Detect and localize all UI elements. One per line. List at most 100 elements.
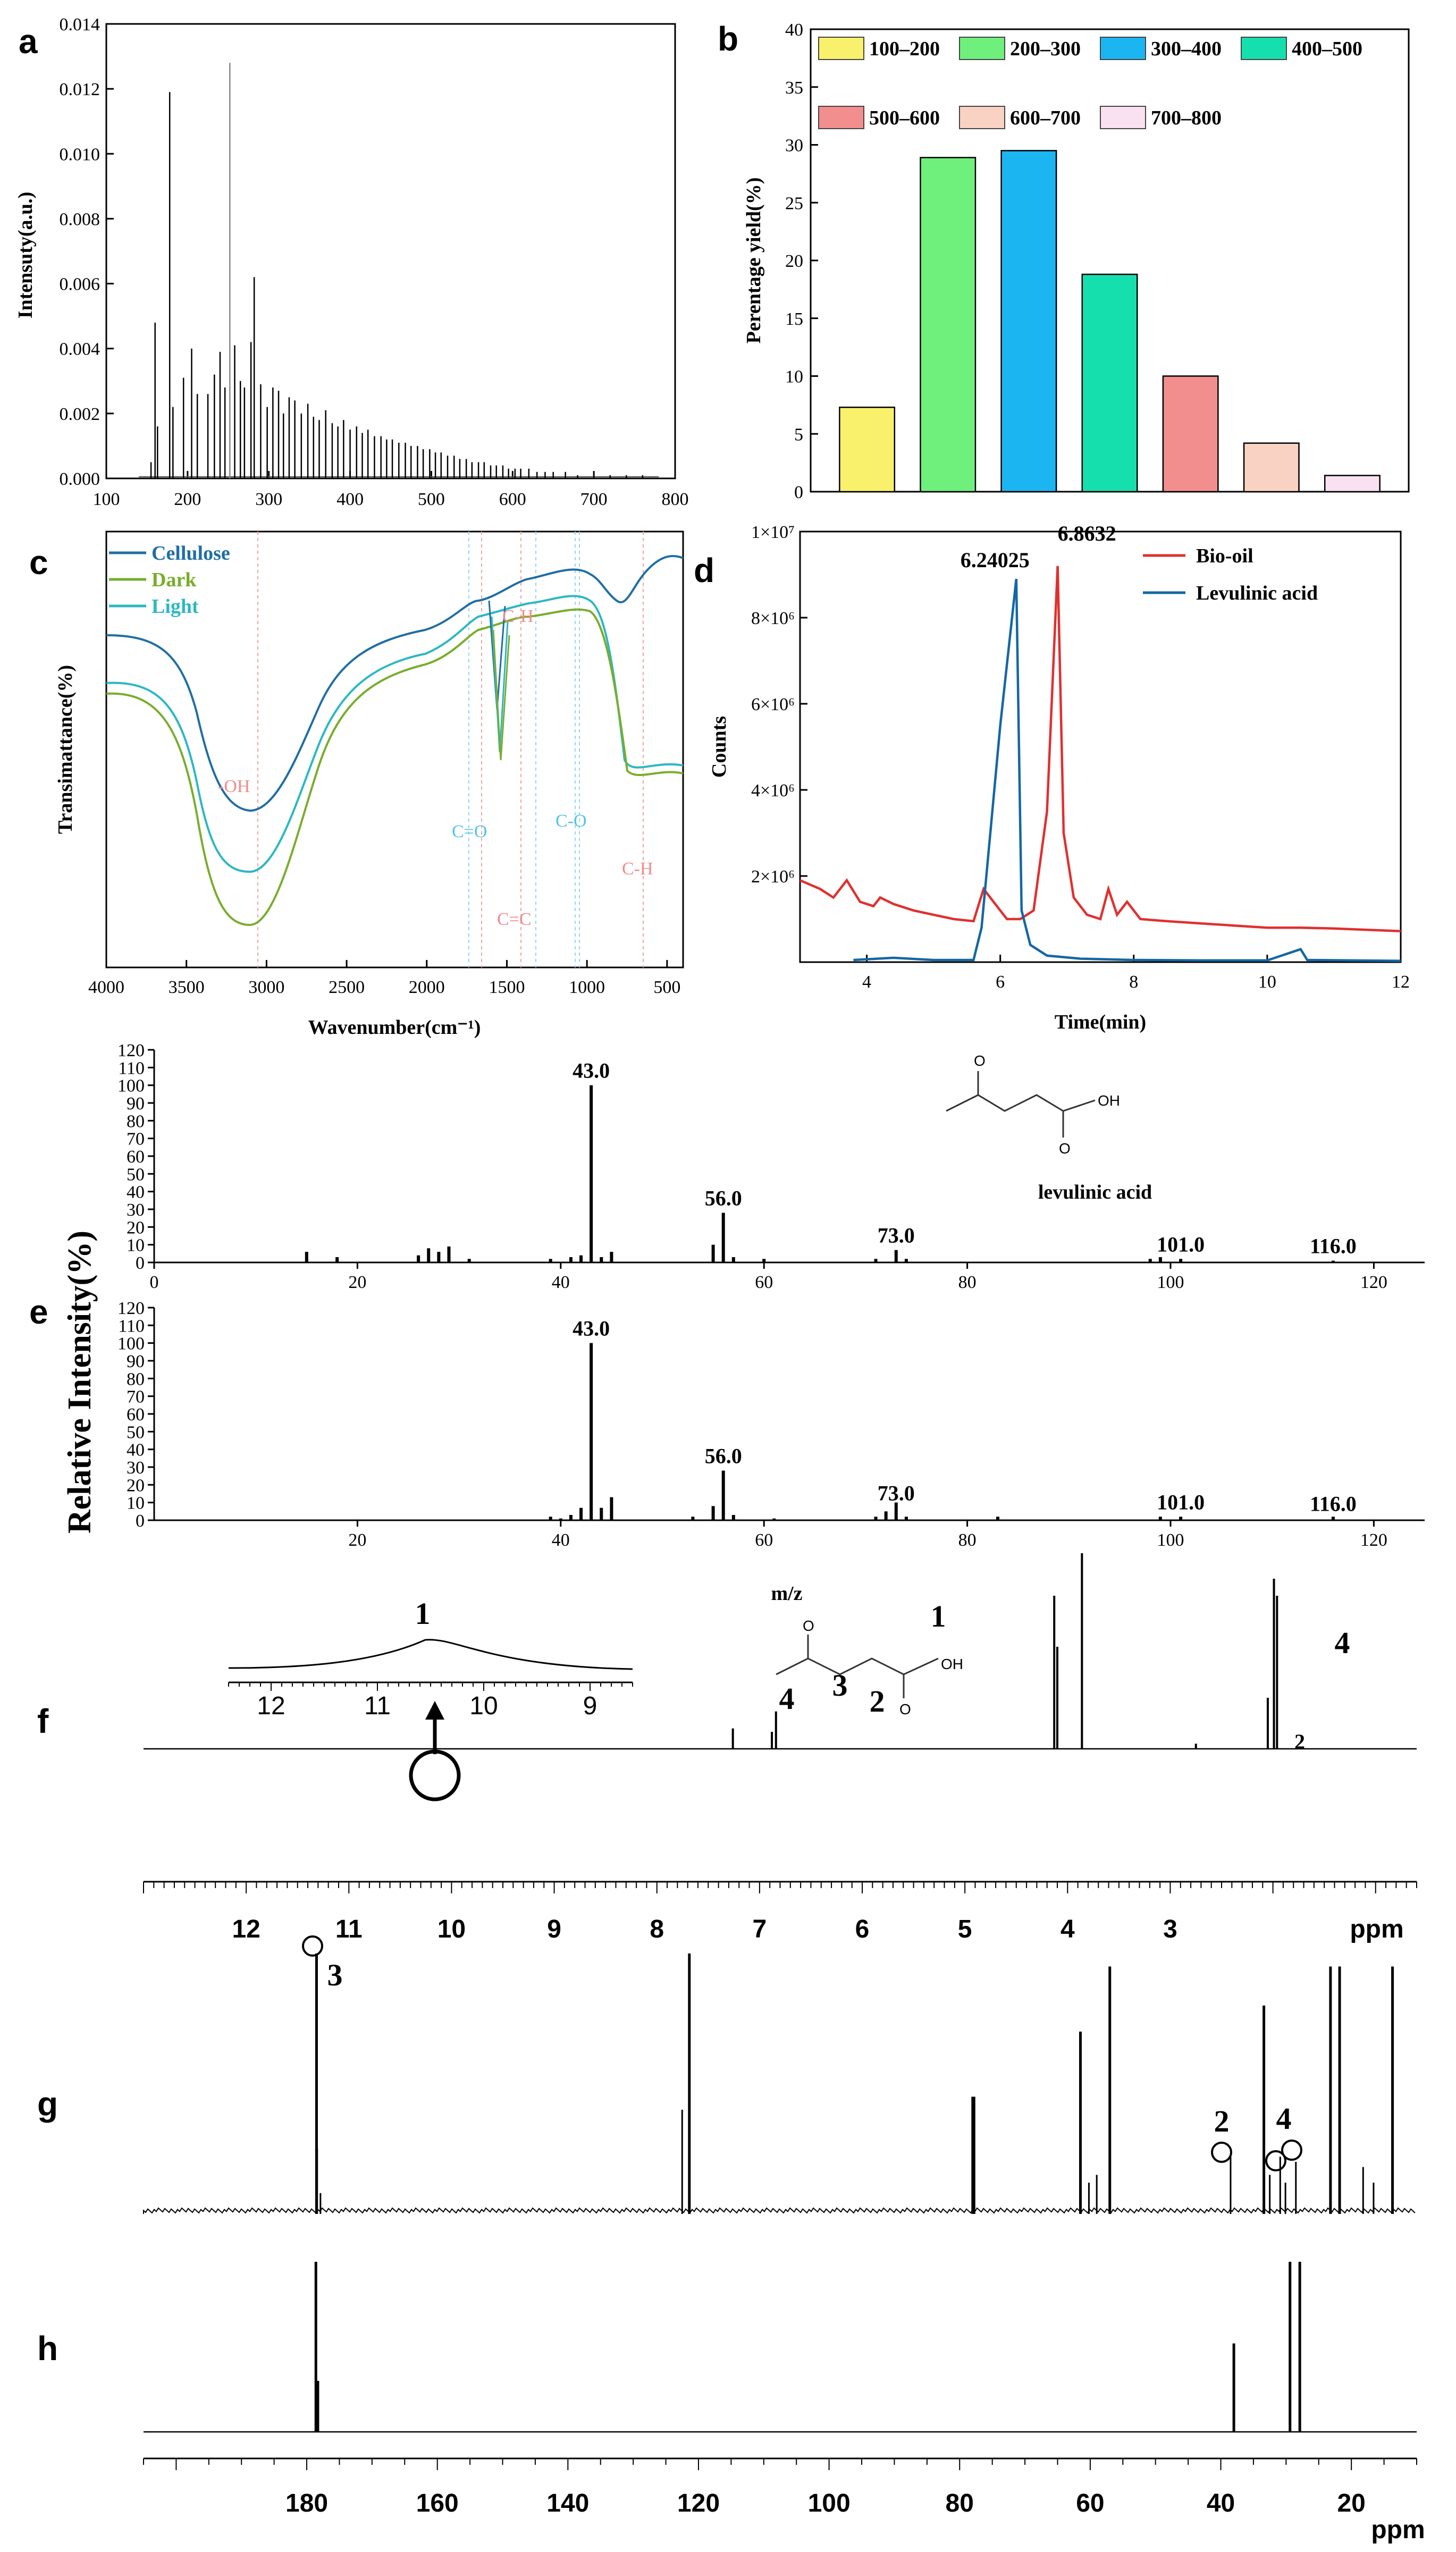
panel-h-xtick-label: 180 [285, 2489, 328, 2517]
panel-label-a: a [19, 22, 38, 61]
series-light-line [106, 595, 684, 873]
panel-a-xtick-label: 400 [336, 490, 364, 509]
panel-d-ytick-label: 8×10⁶ [751, 609, 795, 628]
panel-gh-ticks: 180 160 140 120 100 80 60 40 20 [143, 2457, 1417, 2517]
legend-label-700–800: 700–800 [1151, 107, 1222, 129]
legend-label-300–400: 300–400 [1151, 38, 1222, 60]
panel-b-ytick-label: 25 [785, 193, 803, 213]
structure-f-label-4: 4 [779, 1681, 795, 1716]
panel-a-peaks [139, 63, 659, 478]
panel-c-annotation: C-H [502, 607, 534, 626]
peak-time-biooil: 6.8632 [1058, 521, 1116, 545]
panel-d-xlabel: Time(min) [1055, 1011, 1146, 1033]
legend-label-500–600: 500–600 [869, 107, 940, 129]
compound-name: levulinic acid [1038, 1181, 1152, 1203]
panel-h-xtick-label: 40 [1207, 2489, 1235, 2517]
panel-e-top-xtick-label: 120 [1360, 1273, 1387, 1292]
panel-e-top-xtick-label: 0 [150, 1273, 159, 1292]
panel-e-top-ytick-label: 60 [127, 1147, 145, 1167]
panel-a-xtick-label: 300 [255, 490, 282, 509]
panel-a-xtick-label: 700 [580, 490, 608, 509]
panel-h-xtick-label: 160 [416, 2489, 459, 2517]
panel-d-ticks: 4 6 8 10 12 2×10⁶ 4×10⁶ 6×10⁶ 8×10⁶ 1×10⁷ [751, 523, 1410, 992]
peak-label-g-2: 2 [1214, 2104, 1230, 2138]
panel-c-annotations: -OH C-H C=O C=C C-O C-H [218, 607, 653, 929]
panel-a-ytick-label: 0.010 [60, 145, 100, 164]
panel-h-xtick-label: 60 [1076, 2489, 1104, 2517]
panel-f-xtick-label: 8 [650, 1915, 664, 1943]
panel-b-ylabel: Perentage yield(%) [743, 178, 765, 344]
panel-c-xtick-label: 3000 [248, 978, 284, 997]
panel-f-xlabel: ppm [1350, 1915, 1403, 1943]
panel-d-xtick-label: 8 [1129, 972, 1138, 992]
panel-d-xtick-label: 10 [1258, 972, 1276, 992]
panel-c-legend: Cellulose Dark Light [109, 542, 230, 618]
panel-a-xtick-label: 600 [499, 490, 526, 509]
panel-c-annotation: -OH [218, 777, 250, 796]
panel-c-xtick-label: 2500 [329, 978, 365, 997]
peak-marker-2 [1211, 2142, 1232, 2163]
panel-c-annotation: C=C [497, 909, 532, 929]
panel-e-top-ytick-label: 70 [127, 1130, 145, 1149]
levulinic-acid-structure [946, 1071, 1096, 1138]
legend-swatch-400–500 [1241, 37, 1287, 60]
series-Bio-oil-line [799, 566, 1401, 932]
panel-label-b: b [718, 20, 738, 58]
panel-label-d: d [694, 551, 714, 589]
panel-d-ytick-label: 1×10⁷ [751, 523, 795, 542]
panel-a-ytick-label: 0.004 [60, 340, 100, 359]
panel-e-bottom-xtick-label: 120 [1360, 1530, 1387, 1550]
panel-e-top-ytick-label: 110 [118, 1058, 145, 1078]
panel-h-spectrum [144, 2262, 1417, 2433]
panel-d-ytick-label: 2×10⁶ [751, 867, 795, 887]
panel-b-bar-600–700 [1243, 442, 1300, 493]
panel-e-top-ytick-label: 10 [127, 1236, 145, 1256]
peak-marker-4a [1265, 2150, 1286, 2171]
panel-e-bottom-xtick-label: 40 [552, 1530, 570, 1550]
legend-label-200–300: 200–300 [1010, 38, 1081, 60]
series-dark-line [106, 608, 684, 927]
legend-swatch-600–700 [959, 106, 1005, 129]
panel-a-xtick-label: 800 [662, 490, 689, 509]
legend-swatch-200–300 [959, 37, 1005, 60]
inset-peak-label-1: 1 [415, 1596, 431, 1631]
peak-time-levulinic: 6.24025 [961, 548, 1030, 572]
panel-c-chart: 4000 3500 3000 2500 2000 1500 1000 500 Cellulos… [54, 530, 684, 1039]
panel-c-annotation: C=O [452, 822, 487, 841]
structure-f-label-1: 1 [931, 1599, 946, 1633]
panel-a-ytick-label: 0.008 [60, 209, 100, 229]
panel-c-annotation: C-H [622, 859, 653, 879]
series-Levulinic acid-line [853, 578, 1401, 962]
panel-b-bar-200–300 [920, 157, 977, 493]
panel-label-c: c [29, 543, 48, 582]
legend-label-Cellulose: Cellulose [152, 542, 230, 565]
panel-e-bottom-ytick-label: 40 [127, 1441, 145, 1460]
panel-d-xtick-label: 6 [996, 972, 1005, 992]
panel-b-bar-400–500 [1081, 273, 1138, 493]
peak-label-2: 2 [1294, 1730, 1305, 1754]
panel-label-f: f [37, 1702, 49, 1740]
panel-c-xlabel: Wavenumber(cm⁻¹) [308, 1016, 481, 1039]
panel-b-ytick-label: 20 [785, 251, 803, 271]
panel-b-bar-300–400 [1000, 150, 1057, 493]
panel-a-xtick-label: 100 [93, 490, 120, 509]
panel-e-bottom-ytick-label: 0 [136, 1511, 145, 1531]
panel-h-xtick-label: 120 [677, 2489, 720, 2517]
panel-a-ytick-label: 0.014 [60, 15, 100, 35]
panel-e-bottom-xtick-label: 60 [755, 1530, 773, 1550]
structure-f-oh: OH [941, 1656, 963, 1672]
panel-a-ytick-label: 0.012 [60, 80, 100, 99]
panel-e-bottom-ytick-label: 100 [117, 1334, 145, 1354]
panel-e-bottom-ytick-label: 20 [127, 1476, 145, 1495]
panel-d-legend: Bio-oil Levulinic acid [1143, 545, 1318, 604]
panel-f-xtick-label: 9 [547, 1915, 561, 1943]
peak-label-4: 4 [1335, 1625, 1350, 1660]
inset-broad-peak [228, 1639, 633, 1670]
panel-e-bottom-peak-label: 43.0 [573, 1317, 610, 1341]
panel-label-h: h [37, 2329, 58, 2368]
panel-f-xtick-label: 6 [855, 1915, 870, 1943]
panel-b-bar-700–800 [1324, 475, 1381, 493]
